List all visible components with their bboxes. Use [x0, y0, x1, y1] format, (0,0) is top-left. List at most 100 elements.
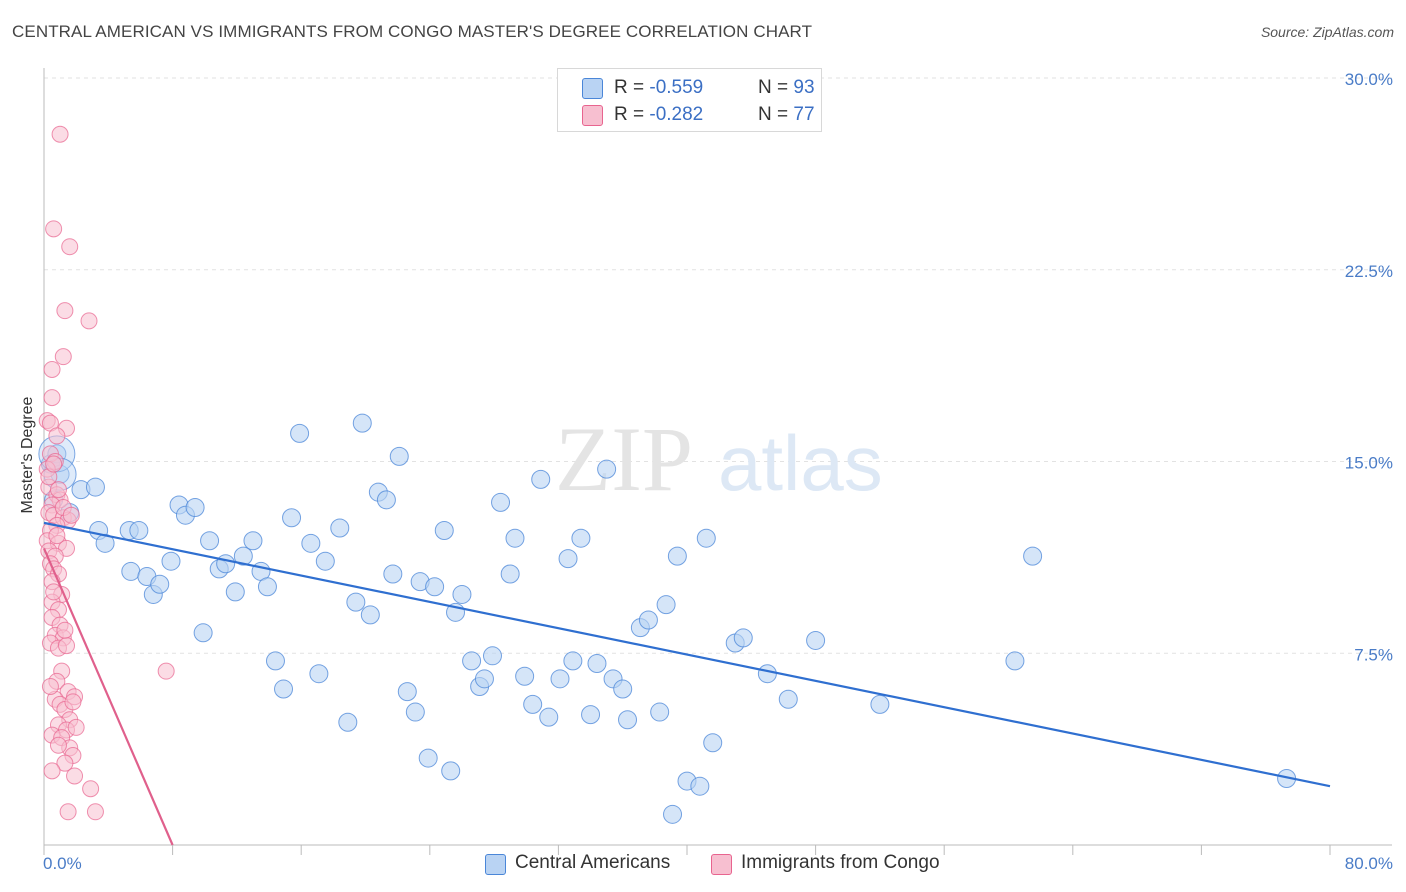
data-point-central-americans — [505, 528, 525, 548]
data-point-central-americans — [257, 577, 277, 597]
y-axis-label: Master's Degree — [19, 396, 36, 513]
data-point-central-americans — [360, 605, 380, 625]
data-point-immigrants-from-congo — [59, 803, 77, 821]
data-point-central-americans — [161, 551, 181, 571]
x-tick-labels: 0.0% 80.0% — [43, 854, 1393, 873]
legend-n-label: N = — [758, 77, 794, 98]
data-point-immigrants-from-congo — [45, 455, 63, 473]
data-point-central-americans — [85, 477, 105, 497]
data-point-central-americans — [405, 702, 425, 722]
data-point-central-americans — [129, 521, 149, 541]
data-point-central-americans — [243, 531, 263, 551]
x-tick-label: 0.0% — [43, 854, 82, 873]
data-point-central-americans — [389, 446, 409, 466]
data-point-central-americans — [597, 459, 617, 479]
legend-n-value: 77 — [793, 104, 815, 125]
chart-title: CENTRAL AMERICAN VS IMMIGRANTS FROM CONG… — [12, 22, 813, 41]
legend-r-label: R = — [614, 77, 650, 98]
data-point-central-americans — [650, 702, 670, 722]
data-point-central-americans — [282, 508, 302, 528]
data-point-central-americans — [352, 413, 372, 433]
y-tick-label: 30.0% — [1345, 70, 1393, 89]
data-point-central-americans — [301, 533, 321, 553]
data-point-immigrants-from-congo — [56, 754, 74, 772]
data-point-central-americans — [491, 492, 511, 512]
data-point-immigrants-from-congo — [56, 302, 74, 320]
legend-r-value: -0.559 — [649, 77, 704, 98]
data-point-immigrants-from-congo — [41, 677, 59, 695]
data-point-immigrants-from-congo — [43, 389, 61, 407]
legend-n-label: N = — [758, 104, 794, 125]
regression-lines — [42, 521, 1331, 846]
data-point-immigrants-from-congo — [67, 718, 85, 736]
data-point-immigrants-from-congo — [61, 238, 79, 256]
data-point-immigrants-from-congo — [48, 427, 66, 445]
data-point-central-americans — [667, 546, 687, 566]
y-tick-label: 22.5% — [1345, 262, 1393, 281]
data-point-central-americans — [806, 630, 826, 650]
data-point-central-americans — [290, 423, 310, 443]
data-point-central-americans — [185, 498, 205, 518]
regression-line-central-americans — [43, 521, 1331, 788]
data-point-central-americans — [482, 646, 502, 666]
data-point-central-americans — [539, 707, 559, 727]
data-point-central-americans — [338, 712, 358, 732]
data-point-immigrants-from-congo — [49, 736, 67, 754]
data-point-immigrants-from-congo — [80, 312, 98, 330]
data-point-central-americans — [703, 733, 723, 753]
data-point-central-americans — [397, 682, 417, 702]
data-point-central-americans — [618, 710, 638, 730]
data-point-central-americans — [383, 564, 403, 584]
data-point-central-americans — [550, 669, 570, 689]
data-point-central-americans — [870, 694, 890, 714]
data-point-central-americans — [656, 595, 676, 615]
legend-swatch-blue — [485, 854, 506, 875]
data-point-central-americans — [418, 748, 438, 768]
data-point-central-americans — [274, 679, 294, 699]
legend-swatch-pink — [582, 105, 603, 126]
legend-swatch-blue — [582, 78, 603, 99]
y-tick-labels: 7.5% 15.0% 22.5% 30.0% — [1345, 70, 1393, 664]
legend-swatch-pink — [711, 854, 732, 875]
data-point-central-americans — [193, 623, 213, 643]
data-point-central-americans — [315, 551, 335, 571]
data-point-central-americans — [441, 761, 461, 781]
data-point-central-americans — [523, 694, 543, 714]
data-point-central-americans — [200, 531, 220, 551]
data-point-immigrants-from-congo — [45, 583, 63, 601]
regression-line-immigrants-from-congo — [42, 547, 174, 846]
data-point-immigrants-from-congo — [49, 481, 67, 499]
y-tick-label: 7.5% — [1354, 645, 1393, 664]
data-point-central-americans — [558, 549, 578, 569]
data-point-central-americans — [121, 561, 141, 581]
data-point-immigrants-from-congo — [48, 527, 66, 545]
data-point-central-americans — [1005, 651, 1025, 671]
series-central-americans — [38, 413, 1297, 824]
data-point-central-americans — [150, 574, 170, 594]
grid-lines — [44, 77, 1392, 654]
data-point-central-americans — [474, 669, 494, 689]
data-point-central-americans — [434, 521, 454, 541]
data-point-central-americans — [233, 546, 253, 566]
legend-r-label: R = — [614, 104, 650, 125]
data-point-immigrants-from-congo — [54, 348, 72, 366]
data-point-central-americans — [376, 490, 396, 510]
watermark-zip: ZIP — [555, 408, 693, 510]
data-point-central-americans — [613, 679, 633, 699]
data-point-central-americans — [733, 628, 753, 648]
x-tick-label: 80.0% — [1345, 854, 1393, 873]
data-point-central-americans — [309, 664, 329, 684]
data-point-central-americans — [531, 469, 551, 489]
data-point-central-americans — [216, 554, 236, 574]
legend-r-value: -0.282 — [649, 104, 704, 125]
data-point-central-americans — [1023, 546, 1043, 566]
data-point-central-americans — [587, 653, 607, 673]
data-point-central-americans — [452, 584, 472, 604]
data-point-central-americans — [265, 651, 285, 671]
data-point-immigrants-from-congo — [58, 637, 76, 655]
data-point-immigrants-from-congo — [43, 762, 61, 780]
legend-label: Central Americans — [515, 852, 671, 873]
data-point-central-americans — [225, 582, 245, 602]
data-point-immigrants-from-congo — [82, 780, 100, 798]
